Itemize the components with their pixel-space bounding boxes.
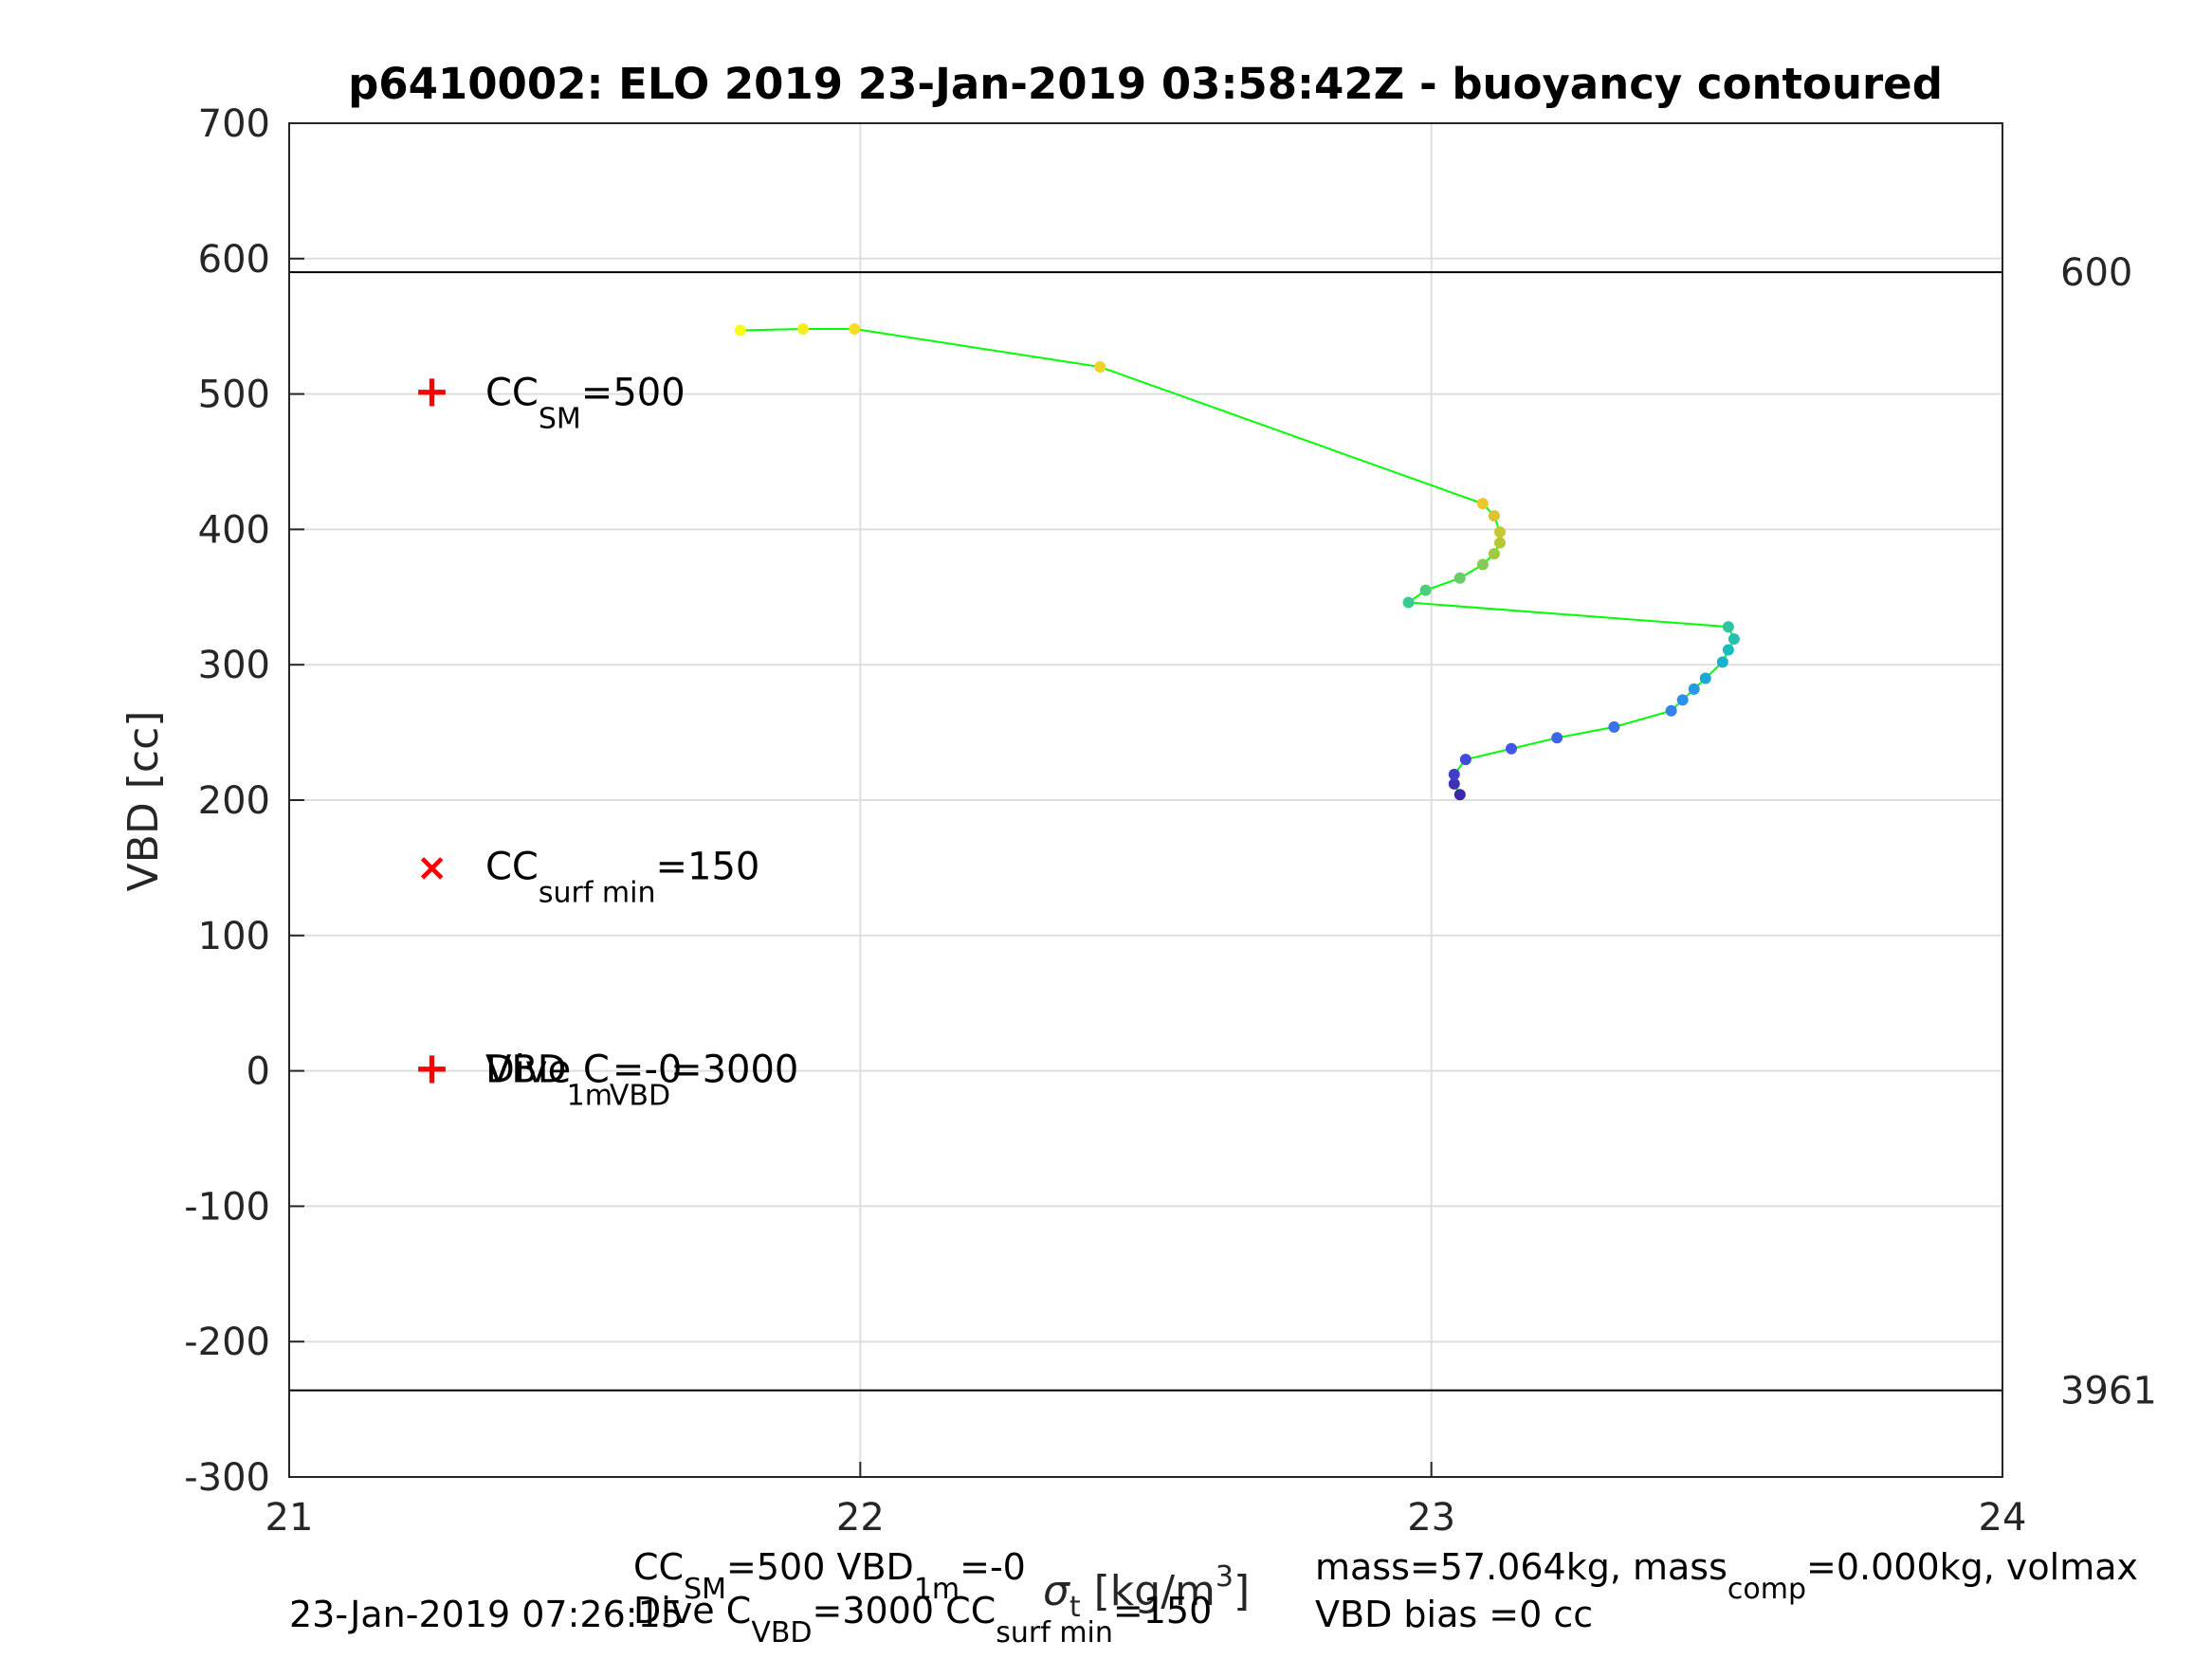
data-point <box>1488 548 1500 560</box>
x-axis-label: σt [kg/m3] <box>1043 1560 1250 1624</box>
y-tick-label: 200 <box>198 779 270 823</box>
marker-symbol: + <box>413 1043 450 1094</box>
data-point <box>1448 768 1460 780</box>
data-point <box>1402 596 1415 609</box>
data-point <box>1688 683 1700 695</box>
y-tick-label: 100 <box>198 915 270 958</box>
reference-line-label: 3961 <box>2060 1370 2157 1413</box>
chart-title: p6410002: ELO 2019 23-Jan-2019 03:58:42Z… <box>348 59 1943 109</box>
reference-line-label: 600 <box>2060 251 2132 295</box>
y-tick-label: 0 <box>247 1050 270 1094</box>
y-tick-label: 600 <box>198 238 270 282</box>
x-tick-label: 21 <box>265 1496 314 1540</box>
marker-symbol: + <box>413 366 450 417</box>
y-axis-label: VBD [cc] <box>119 711 168 892</box>
series-line <box>740 328 1736 795</box>
grid-lines <box>288 122 2003 1478</box>
vbd-bias: VBD bias =0 cc <box>1315 1594 1593 1635</box>
data-point <box>1476 558 1489 571</box>
data-point <box>797 323 810 336</box>
data-point <box>1505 742 1517 755</box>
marker-label: CCsurf min=150 <box>485 845 759 909</box>
data-point <box>1665 704 1677 717</box>
data-point <box>849 323 861 336</box>
marker-label: Dive CVBD=3000 <box>485 1048 798 1113</box>
marker-label: VBD1m=-0 <box>485 1048 682 1113</box>
data-point <box>1453 789 1466 801</box>
y-tick-label: 500 <box>198 374 270 417</box>
data-point <box>1608 720 1620 733</box>
y-tick-label: -100 <box>184 1185 270 1229</box>
data-point <box>1476 498 1489 510</box>
timestamp: 23-Jan-2019 07:26:15 <box>289 1594 684 1635</box>
x-tick-label: 23 <box>1407 1496 1455 1540</box>
data-point <box>1722 644 1734 656</box>
data-point <box>1551 732 1563 744</box>
data-point <box>1716 656 1728 668</box>
data-point <box>734 324 746 337</box>
x-tick-label: 24 <box>1979 1496 2027 1540</box>
y-tick-label: 400 <box>198 508 270 552</box>
x-axis-ticks: 21 22 23 24 <box>265 1462 2027 1540</box>
y-axis-ticks: -300 -200 -100 0 100 200 300 400 500 600 700 <box>184 102 304 1500</box>
data-point <box>1094 361 1106 374</box>
marker-label: CCSM=500 <box>485 372 686 436</box>
data-point <box>1728 633 1740 646</box>
footer-line: CCSM=500 VBD1m=-0 <box>633 1546 1026 1606</box>
y-tick-label: 300 <box>198 644 270 687</box>
footer-line: Dive CVBD=3000 CCsurf min=150 <box>633 1590 1212 1650</box>
data-point <box>1448 777 1460 790</box>
data-point <box>1493 537 1506 549</box>
x-tick-label: 22 <box>836 1496 885 1540</box>
profile-points <box>734 323 1740 801</box>
data-point <box>1493 526 1506 538</box>
data-point <box>1419 584 1432 596</box>
y-tick-label: -200 <box>184 1321 270 1364</box>
data-point <box>1699 672 1711 684</box>
y-tick-label: -300 <box>184 1456 270 1500</box>
data-point <box>1722 621 1734 633</box>
mass-info: mass=57.064kg, masscomp=0.000kg, volmax <box>1315 1546 2138 1606</box>
data-point <box>1453 572 1466 584</box>
y-tick-label: 700 <box>198 102 270 146</box>
reference-lines: 600 3961 <box>289 251 2157 1413</box>
marker-symbol: × <box>416 846 448 889</box>
profile-line <box>740 328 1736 795</box>
data-point <box>1459 754 1472 766</box>
data-point <box>1488 510 1500 522</box>
data-point <box>1676 694 1689 706</box>
